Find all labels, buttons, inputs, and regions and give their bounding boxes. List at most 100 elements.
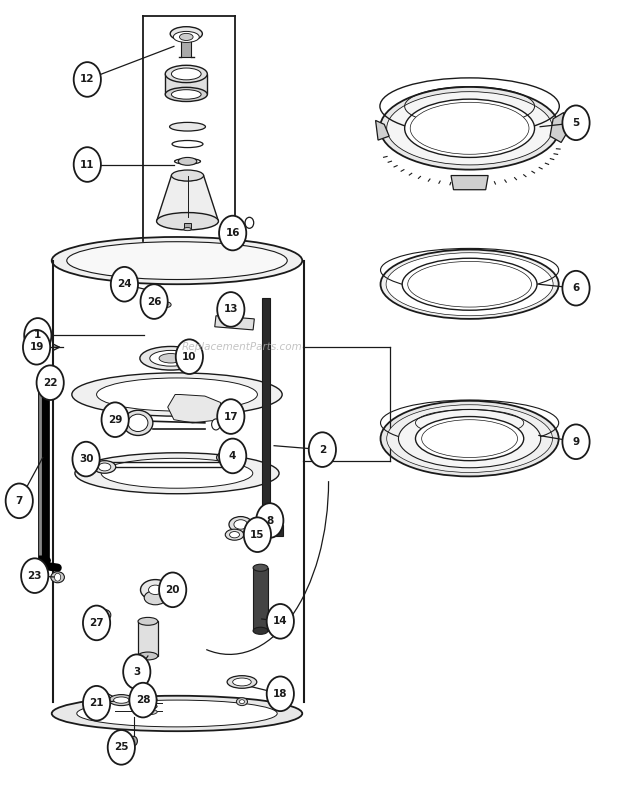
Circle shape xyxy=(141,284,168,319)
Text: 30: 30 xyxy=(79,454,94,464)
Text: ReplacementParts.com: ReplacementParts.com xyxy=(182,342,303,352)
Circle shape xyxy=(267,676,294,711)
Bar xyxy=(253,568,268,630)
Ellipse shape xyxy=(380,87,559,170)
Ellipse shape xyxy=(227,675,257,688)
Polygon shape xyxy=(166,74,207,95)
Ellipse shape xyxy=(422,420,518,458)
Circle shape xyxy=(219,439,246,473)
Ellipse shape xyxy=(72,373,282,416)
Text: 9: 9 xyxy=(572,437,580,447)
Circle shape xyxy=(83,686,110,720)
Ellipse shape xyxy=(166,88,207,102)
Circle shape xyxy=(74,148,101,181)
Ellipse shape xyxy=(149,585,162,595)
Ellipse shape xyxy=(405,99,534,158)
Ellipse shape xyxy=(141,704,157,709)
Circle shape xyxy=(73,442,100,477)
Ellipse shape xyxy=(99,610,111,620)
Text: 28: 28 xyxy=(136,695,150,705)
Ellipse shape xyxy=(94,461,116,473)
Ellipse shape xyxy=(184,227,191,230)
Ellipse shape xyxy=(150,350,192,366)
Circle shape xyxy=(244,518,271,552)
Circle shape xyxy=(562,106,590,140)
Ellipse shape xyxy=(177,177,198,181)
Text: 18: 18 xyxy=(273,689,288,699)
Ellipse shape xyxy=(170,27,202,41)
Ellipse shape xyxy=(408,261,531,307)
Ellipse shape xyxy=(387,92,552,165)
Ellipse shape xyxy=(174,159,200,164)
Circle shape xyxy=(6,484,33,518)
Circle shape xyxy=(562,271,590,305)
Text: 1: 1 xyxy=(34,331,42,340)
Ellipse shape xyxy=(253,627,268,634)
Circle shape xyxy=(23,330,50,365)
Text: 14: 14 xyxy=(273,616,288,626)
Ellipse shape xyxy=(381,401,559,477)
Ellipse shape xyxy=(178,158,197,166)
Circle shape xyxy=(256,503,283,538)
Text: 6: 6 xyxy=(572,283,580,294)
Ellipse shape xyxy=(140,346,202,370)
Circle shape xyxy=(159,573,186,608)
Ellipse shape xyxy=(109,694,134,705)
Ellipse shape xyxy=(221,454,235,462)
Circle shape xyxy=(217,292,244,327)
Ellipse shape xyxy=(162,302,171,308)
Ellipse shape xyxy=(172,170,203,181)
Ellipse shape xyxy=(97,378,257,411)
Ellipse shape xyxy=(172,90,201,99)
Ellipse shape xyxy=(67,241,287,279)
Ellipse shape xyxy=(236,697,247,705)
Ellipse shape xyxy=(138,652,158,660)
Ellipse shape xyxy=(232,678,251,686)
Ellipse shape xyxy=(123,410,153,436)
Text: 22: 22 xyxy=(43,378,58,387)
Text: 10: 10 xyxy=(182,352,197,361)
Circle shape xyxy=(130,682,157,717)
Text: 15: 15 xyxy=(250,529,265,540)
Text: 19: 19 xyxy=(29,342,44,352)
Ellipse shape xyxy=(128,414,148,432)
Ellipse shape xyxy=(172,140,203,148)
Ellipse shape xyxy=(216,451,240,464)
Text: 8: 8 xyxy=(266,515,273,525)
Circle shape xyxy=(217,399,244,434)
Ellipse shape xyxy=(415,417,524,461)
Text: 5: 5 xyxy=(572,118,580,128)
Ellipse shape xyxy=(150,286,164,294)
Ellipse shape xyxy=(101,458,253,488)
Circle shape xyxy=(175,339,203,374)
Text: 7: 7 xyxy=(16,495,23,506)
Polygon shape xyxy=(451,175,488,189)
Polygon shape xyxy=(157,175,218,221)
Ellipse shape xyxy=(234,520,247,529)
Ellipse shape xyxy=(229,532,239,538)
Circle shape xyxy=(24,318,51,353)
Bar xyxy=(262,297,270,530)
Bar xyxy=(262,525,283,537)
Circle shape xyxy=(83,606,110,640)
Text: 16: 16 xyxy=(226,228,240,238)
Text: 4: 4 xyxy=(229,451,236,461)
Ellipse shape xyxy=(138,618,158,625)
Circle shape xyxy=(211,419,220,430)
Text: 29: 29 xyxy=(108,415,122,424)
Polygon shape xyxy=(168,394,223,423)
Ellipse shape xyxy=(402,258,537,310)
Text: 17: 17 xyxy=(223,412,238,421)
Ellipse shape xyxy=(179,33,193,40)
Text: 26: 26 xyxy=(147,297,161,307)
Text: 23: 23 xyxy=(27,570,42,581)
Ellipse shape xyxy=(399,409,541,468)
Ellipse shape xyxy=(157,212,218,230)
Ellipse shape xyxy=(410,103,529,155)
Circle shape xyxy=(37,365,64,400)
Ellipse shape xyxy=(75,453,279,494)
Ellipse shape xyxy=(141,697,157,703)
Text: 13: 13 xyxy=(224,305,238,315)
Text: 20: 20 xyxy=(166,585,180,595)
Circle shape xyxy=(267,604,294,638)
